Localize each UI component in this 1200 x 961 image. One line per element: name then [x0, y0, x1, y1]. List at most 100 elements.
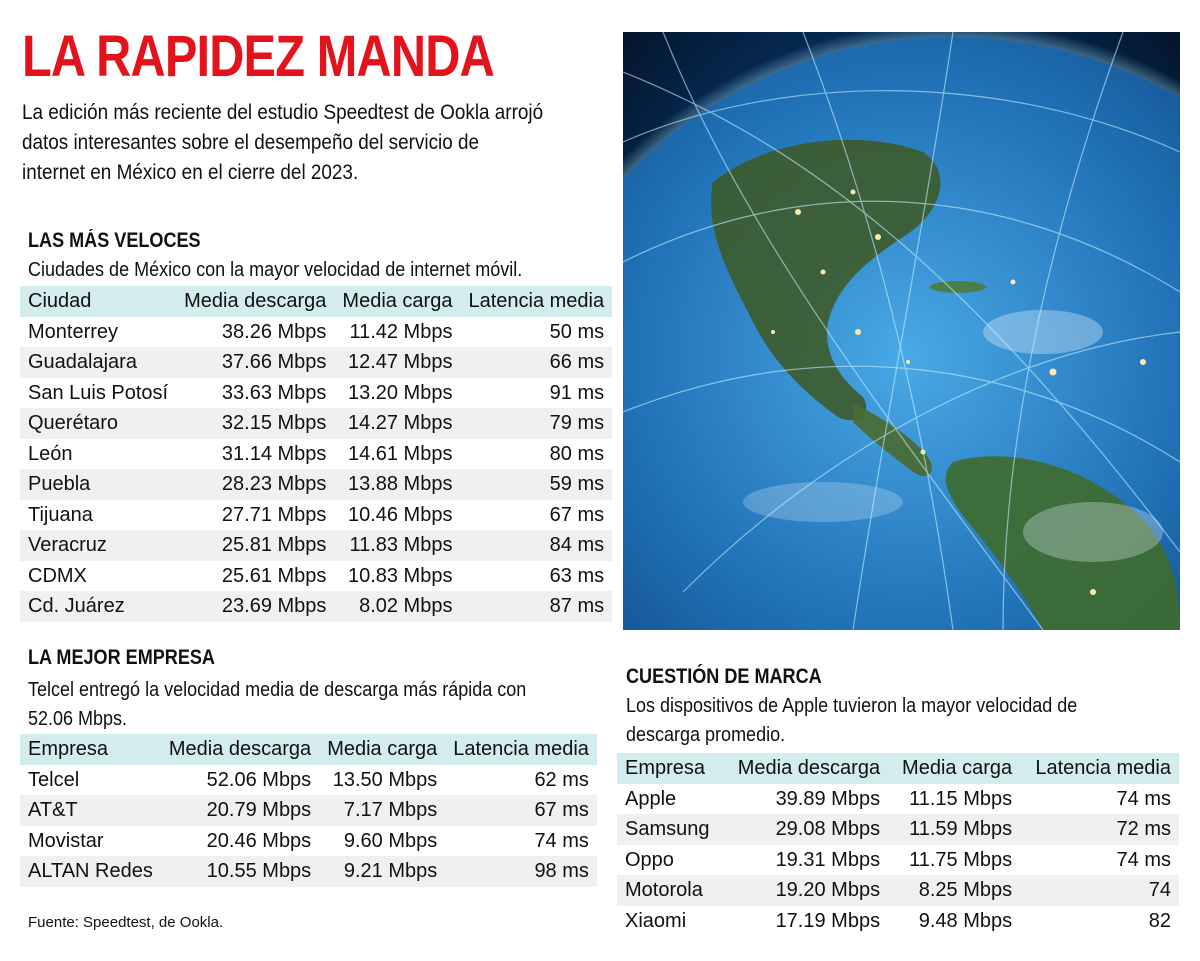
table-cell: Oppo [625, 848, 674, 871]
table-cell: 10.46 Mbps [347, 503, 453, 526]
page-title: LA RAPIDEZ MANDA [22, 24, 495, 89]
table-cell: 79 ms [549, 412, 605, 434]
table-cell: 7.17 Mbps [343, 799, 438, 821]
table-cell: 14.61 Mbps [347, 442, 453, 465]
table-cell: 17.19 Mbps [775, 909, 881, 932]
table-cell: 11.59 Mbps [909, 818, 1013, 840]
section-subtitle-brand: Los dispositivos de Apple tuvieron la ma… [626, 695, 1078, 746]
table-cell: 67 ms [534, 799, 589, 821]
table-cell: 9.48 Mbps [918, 909, 1013, 932]
source-note: Fuente: Speedtest, de Ookla. [28, 914, 224, 931]
table-row: Puebla 28.23 Mbps 13.88 Mbps 59 ms [20, 469, 613, 500]
table-cell: San Luis Potosí [28, 381, 169, 404]
table-cell: 9.21 Mbps [343, 860, 438, 882]
table-cell: 10.83 Mbps [347, 564, 453, 587]
table-row: ALTAN Redes 10.55 Mbps 9.21 Mbps 98 ms [20, 856, 597, 887]
cities-speed-table: Ciudad Media descarga Media carga Latencia … [20, 286, 613, 622]
table-cell: Veracruz [28, 534, 107, 556]
table-cell: 20.79 Mbps [206, 799, 312, 821]
column-header: Media descarga [737, 757, 881, 779]
table-cell: 11.15 Mbps [909, 787, 1013, 810]
table-cell: 11.42 Mbps [349, 320, 453, 343]
table-cell: 80 ms [549, 442, 605, 465]
column-header: Empresa [625, 757, 706, 779]
table-cell: 11.83 Mbps [349, 534, 453, 556]
table-cell: 8.25 Mbps [918, 879, 1013, 901]
table-cell: 28.23 Mbps [221, 473, 327, 495]
table-cell: Puebla [28, 473, 91, 495]
column-header: Latencia media [453, 738, 589, 760]
table-cell: 38.26 Mbps [221, 320, 327, 343]
table-row: Telcel 52.06 Mbps 13.50 Mbps 62 ms [20, 765, 597, 796]
table-row: San Luis Potosí 33.63 Mbps 13.20 Mbps 91 ms [20, 378, 612, 409]
table-cell: 14.27 Mbps [347, 412, 453, 434]
table-cell: Movistar [28, 829, 104, 852]
table-cell: 8.02 Mbps [359, 595, 453, 617]
table-cell: 13.88 Mbps [347, 473, 453, 495]
section-heading-company: LA MEJOR EMPRESA [28, 646, 215, 669]
column-header: Latencia media [1035, 757, 1171, 779]
table-cell: AT&T [28, 799, 78, 821]
table-cell: Cd. Juárez [28, 595, 125, 617]
table-cell: 37.66 Mbps [221, 351, 327, 373]
table-cell: 19.31 Mbps [775, 848, 881, 871]
table-cell: 11.75 Mbps [909, 848, 1013, 871]
brand-speed-table: Empresa Media descarga Media carga Latencia… [617, 753, 1179, 936]
table-cell: 10.55 Mbps [206, 860, 312, 882]
table-row: Tijuana 27.71 Mbps 10.46 Mbps 67 ms [20, 500, 612, 531]
table-row: Cd. Juárez 23.69 Mbps 8.02 Mbps 87 ms [20, 591, 613, 622]
table-cell: Apple [625, 787, 677, 810]
table-cell: Motorola [625, 879, 703, 901]
table-row: Veracruz 25.81 Mbps 11.83 Mbps 84 ms [20, 530, 613, 561]
table-header-row: Empresa Media descarga Media carga Latencia… [617, 753, 1179, 784]
table-row: León 31.14 Mbps 14.61 Mbps 80 ms [20, 439, 612, 470]
table-cell: 25.61 Mbps [221, 564, 327, 587]
table-cell: 63 ms [549, 564, 605, 587]
table-cell: 62 ms [534, 768, 589, 791]
table-row: Motorola 19.20 Mbps 8.25 Mbps 74 [617, 875, 1179, 906]
table-row: Guadalajara 37.66 Mbps 12.47 Mbps 66 ms [20, 347, 613, 378]
table-cell: 84 ms [549, 534, 605, 556]
table-cell: 87 ms [549, 595, 605, 617]
section-heading-cities: LAS MÁS VELOCES [28, 229, 201, 252]
table-cell: 50 ms [549, 320, 605, 343]
table-cell: 32.15 Mbps [221, 412, 327, 434]
table-cell: 39.89 Mbps [775, 787, 881, 810]
table-cell: 74 ms [1116, 848, 1171, 871]
table-cell: 66 ms [549, 351, 605, 373]
table-cell: Samsung [625, 818, 710, 840]
table-cell: 67 ms [549, 503, 605, 526]
column-header: Media carga [327, 738, 438, 760]
table-cell: ALTAN Redes [28, 860, 153, 882]
table-cell: 74 ms [1116, 787, 1171, 810]
section-subtitle-cities: Ciudades de México con la mayor velocida… [28, 259, 523, 281]
column-header: Ciudad [28, 290, 92, 312]
table-cell: 23.69 Mbps [221, 595, 327, 617]
table-row: Apple 39.89 Mbps 11.15 Mbps 74 ms [617, 784, 1179, 815]
table-cell: 19.20 Mbps [775, 879, 881, 901]
table-cell: 9.60 Mbps [343, 829, 438, 852]
table-cell: Guadalajara [28, 351, 137, 373]
table-row: Monterrey 38.26 Mbps 11.42 Mbps 50 ms [20, 317, 612, 348]
table-cell: 33.63 Mbps [221, 381, 327, 404]
table-cell: 59 ms [549, 473, 605, 495]
table-cell: 31.14 Mbps [221, 442, 327, 465]
table-row: Samsung 29.08 Mbps 11.59 Mbps 72 ms [617, 814, 1179, 845]
section-heading-brand: CUESTIÓN DE MARCA [626, 665, 822, 688]
table-row: Xiaomi 17.19 Mbps 9.48 Mbps 82 [617, 906, 1179, 937]
table-cell: 25.81 Mbps [221, 534, 327, 556]
column-header: Media descarga [168, 738, 312, 760]
column-header: Media carga [342, 290, 453, 312]
column-header: Latencia media [468, 290, 605, 312]
earth-network-image [623, 32, 1180, 630]
column-header: Media carga [902, 757, 1013, 779]
table-cell: León [28, 442, 73, 465]
table-cell: 74 ms [534, 829, 589, 852]
table-cell: Telcel [28, 768, 80, 791]
table-row: Querétaro 32.15 Mbps 14.27 Mbps 79 ms [20, 408, 613, 439]
table-cell: 27.71 Mbps [221, 503, 327, 526]
table-row: AT&T 20.79 Mbps 7.17 Mbps 67 ms [20, 795, 597, 826]
table-cell: 29.08 Mbps [775, 818, 881, 840]
table-row: Oppo 19.31 Mbps 11.75 Mbps 74 ms [617, 845, 1179, 876]
table-cell: 72 ms [1116, 818, 1171, 840]
